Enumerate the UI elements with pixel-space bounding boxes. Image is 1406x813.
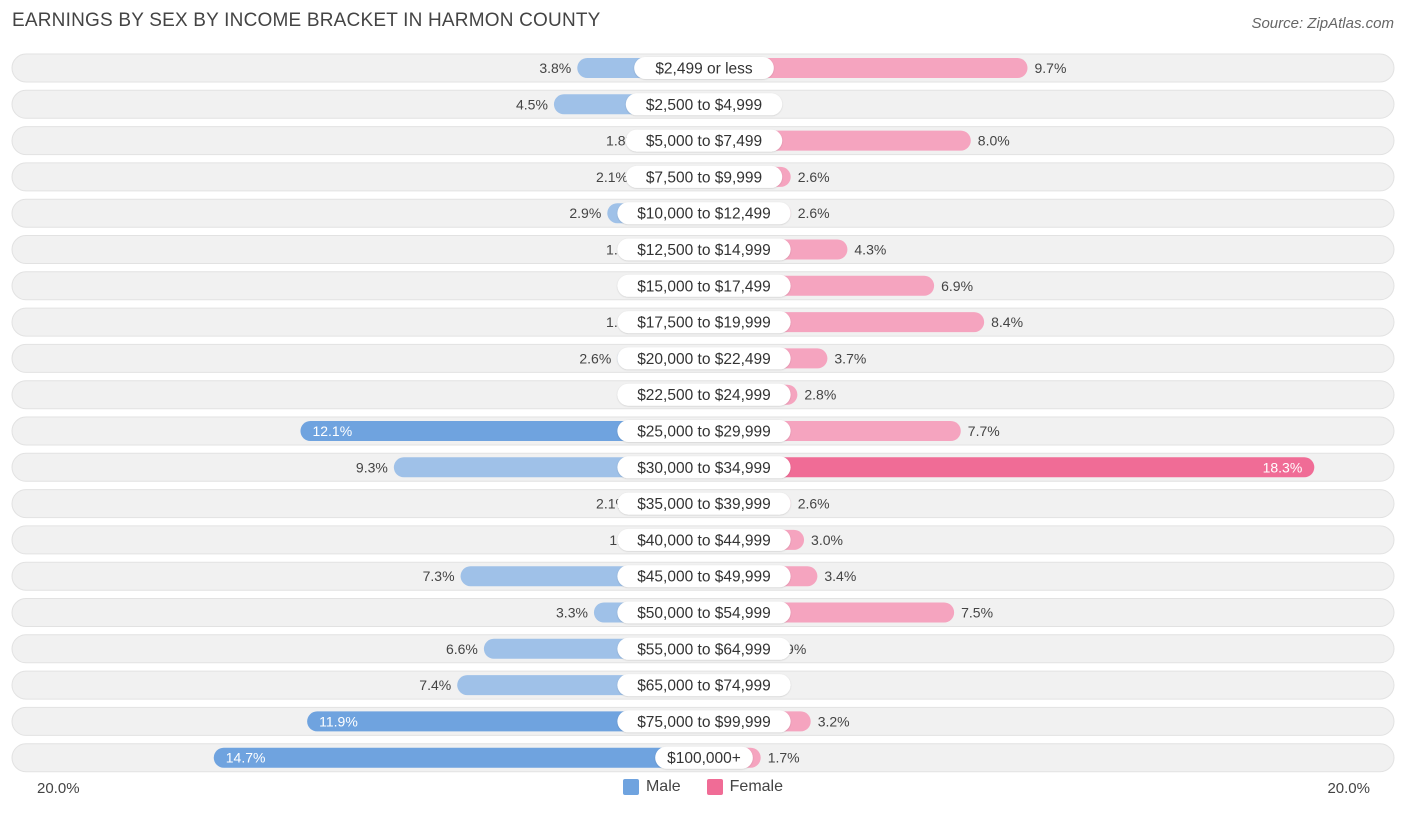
male-value-label: 12.1% bbox=[312, 423, 352, 439]
legend-female-label: Female bbox=[729, 778, 784, 795]
female-value-label: 8.0% bbox=[978, 133, 1010, 149]
category-pill bbox=[617, 565, 791, 588]
male-bar bbox=[300, 421, 704, 441]
category-pill bbox=[617, 202, 791, 225]
category-label: $40,000 to $44,999 bbox=[637, 532, 771, 549]
female-value-label: 2.6% bbox=[798, 205, 830, 221]
category-pill bbox=[617, 238, 791, 261]
female-value-label: 3.2% bbox=[818, 713, 850, 729]
category-label: $45,000 to $49,999 bbox=[637, 569, 771, 586]
category-pill bbox=[617, 456, 791, 479]
axis-right-label: 20.0% bbox=[1327, 780, 1370, 797]
category-label: $65,000 to $74,999 bbox=[637, 678, 771, 695]
male-bar bbox=[213, 747, 704, 768]
category-label: $30,000 to $34,999 bbox=[637, 460, 771, 477]
female-value-label: 3.0% bbox=[811, 532, 843, 548]
chart-title: EARNINGS BY SEX BY INCOME BRACKET IN HAR… bbox=[12, 10, 601, 31]
female-value-label: 1.7% bbox=[768, 750, 800, 766]
female-value-label: 8.4% bbox=[991, 314, 1023, 330]
category-label: $25,000 to $29,999 bbox=[637, 424, 771, 441]
female-value-label: 2.8% bbox=[804, 387, 836, 403]
female-swatch-icon bbox=[706, 779, 723, 795]
category-pill bbox=[617, 601, 791, 624]
female-value-label: 3.4% bbox=[824, 568, 856, 584]
male-value-label: 7.3% bbox=[423, 568, 455, 584]
category-pill bbox=[617, 528, 791, 551]
category-label: $22,500 to $24,999 bbox=[637, 387, 771, 404]
category-pill bbox=[617, 710, 791, 733]
legend-item-female[interactable]: Female bbox=[706, 778, 784, 796]
female-bar bbox=[704, 58, 1028, 78]
source-note: Source: ZipAtlas.com bbox=[1251, 15, 1394, 32]
category-label: $10,000 to $12,499 bbox=[637, 206, 771, 223]
category-label: $17,500 to $19,999 bbox=[637, 315, 771, 332]
male-value-label: 3.8% bbox=[539, 60, 571, 76]
male-value-label: 9.3% bbox=[356, 459, 388, 475]
category-pill bbox=[625, 93, 783, 116]
category-pill bbox=[625, 129, 783, 152]
female-value-label: 2.6% bbox=[798, 496, 830, 512]
male-swatch-icon bbox=[622, 779, 639, 795]
female-value-label: 7.5% bbox=[961, 605, 993, 621]
category-label: $50,000 to $54,999 bbox=[637, 605, 771, 622]
male-value-label: 11.9% bbox=[319, 713, 358, 729]
category-label: $20,000 to $22,499 bbox=[637, 351, 771, 368]
category-pill bbox=[617, 311, 791, 334]
category-label: $7,500 to $9,999 bbox=[646, 169, 762, 186]
category-pill bbox=[625, 165, 783, 188]
category-pill bbox=[655, 746, 753, 769]
female-value-label: 18.3% bbox=[1263, 459, 1303, 475]
category-pill bbox=[617, 674, 791, 697]
category-label: $5,000 to $7,499 bbox=[646, 133, 762, 150]
category-pill bbox=[617, 347, 791, 370]
male-value-label: 2.9% bbox=[569, 205, 601, 221]
category-label: $55,000 to $64,999 bbox=[637, 641, 771, 658]
male-value-label: 3.3% bbox=[556, 605, 588, 621]
male-value-label: 7.4% bbox=[419, 677, 451, 693]
male-value-label: 14.7% bbox=[226, 750, 266, 766]
female-value-label: 2.6% bbox=[798, 169, 830, 185]
category-label: $35,000 to $39,999 bbox=[637, 496, 771, 513]
female-value-label: 4.3% bbox=[854, 242, 886, 258]
category-pill bbox=[617, 492, 791, 515]
legend-item-male[interactable]: Male bbox=[622, 778, 681, 796]
female-bar bbox=[704, 457, 1315, 478]
axis-left-label: 20.0% bbox=[37, 780, 80, 797]
category-label: $75,000 to $99,999 bbox=[637, 714, 771, 731]
category-label: $100,000+ bbox=[667, 750, 741, 767]
female-value-label: 3.7% bbox=[834, 350, 866, 366]
female-value-label: 7.7% bbox=[968, 423, 1000, 439]
male-value-label: 2.6% bbox=[579, 350, 611, 366]
category-pill bbox=[617, 420, 791, 442]
category-label: $15,000 to $17,499 bbox=[637, 278, 771, 295]
category-pill bbox=[617, 637, 791, 660]
male-value-label: 2.1% bbox=[596, 169, 628, 185]
category-pill bbox=[634, 57, 774, 79]
category-label: $12,500 to $14,999 bbox=[637, 242, 771, 259]
male-bar bbox=[307, 711, 704, 732]
legend: Male Female bbox=[0, 778, 1406, 796]
category-label: $2,499 or less bbox=[655, 61, 753, 78]
category-pill bbox=[617, 274, 791, 297]
female-value-label: 9.7% bbox=[1034, 60, 1066, 76]
category-label: $2,500 to $4,999 bbox=[646, 97, 762, 114]
male-value-label: 6.6% bbox=[446, 641, 478, 657]
legend-male-label: Male bbox=[645, 778, 681, 795]
category-pill bbox=[617, 383, 791, 406]
female-value-label: 6.9% bbox=[941, 278, 973, 294]
male-value-label: 4.5% bbox=[516, 96, 548, 112]
